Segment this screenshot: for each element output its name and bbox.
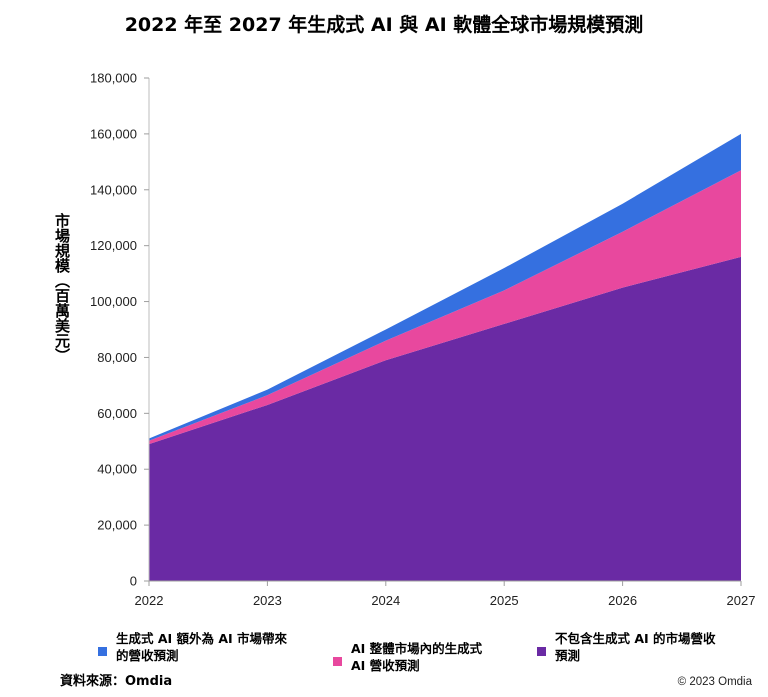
x-tick-label: 2024 xyxy=(371,593,400,608)
y-tick-label: 80,000 xyxy=(97,350,137,365)
legend-label-line2: 預測 xyxy=(555,648,581,663)
x-tick-label: 2025 xyxy=(490,593,519,608)
legend-label-line1: AI 整體市場內的生成式 xyxy=(351,641,483,656)
y-tick-label: 40,000 xyxy=(97,462,137,477)
y-tick-label: 60,000 xyxy=(97,406,137,421)
source-note: 資料來源：Omdia xyxy=(60,674,173,689)
y-tick-label: 140,000 xyxy=(90,182,137,197)
y-tick-label: 0 xyxy=(130,574,137,589)
legend-swatch xyxy=(98,647,107,656)
legend-label-line2: 的營收預測 xyxy=(116,648,179,663)
legend-label-line1: 生成式 AI 額外為 AI 市場帶來 xyxy=(116,631,288,646)
x-tick-label: 2027 xyxy=(727,593,756,608)
copyright-note: © 2023 Omdia xyxy=(677,676,752,688)
y-tick-label: 160,000 xyxy=(90,126,137,141)
y-tick-label: 100,000 xyxy=(90,294,137,309)
x-tick-label: 2023 xyxy=(253,593,282,608)
y-tick-label: 120,000 xyxy=(90,238,137,253)
x-tick-label: 2026 xyxy=(608,593,637,608)
y-tick-label: 180,000 xyxy=(90,71,137,86)
legend-swatch xyxy=(333,657,342,666)
area-series-0 xyxy=(149,256,741,581)
legend-label-line2: AI 營收預測 xyxy=(351,658,420,673)
y-axis-label: 市場規模（百萬美元） xyxy=(53,213,71,363)
legend-swatch xyxy=(537,647,546,656)
chart-title: 2022 年至 2027 年生成式 AI 與 AI 軟體全球市場規模預測 xyxy=(124,14,644,36)
x-tick-label: 2022 xyxy=(135,593,164,608)
y-tick-label: 20,000 xyxy=(97,518,137,533)
legend-label-line1: 不包含生成式 AI 的市場營收 xyxy=(555,631,716,646)
